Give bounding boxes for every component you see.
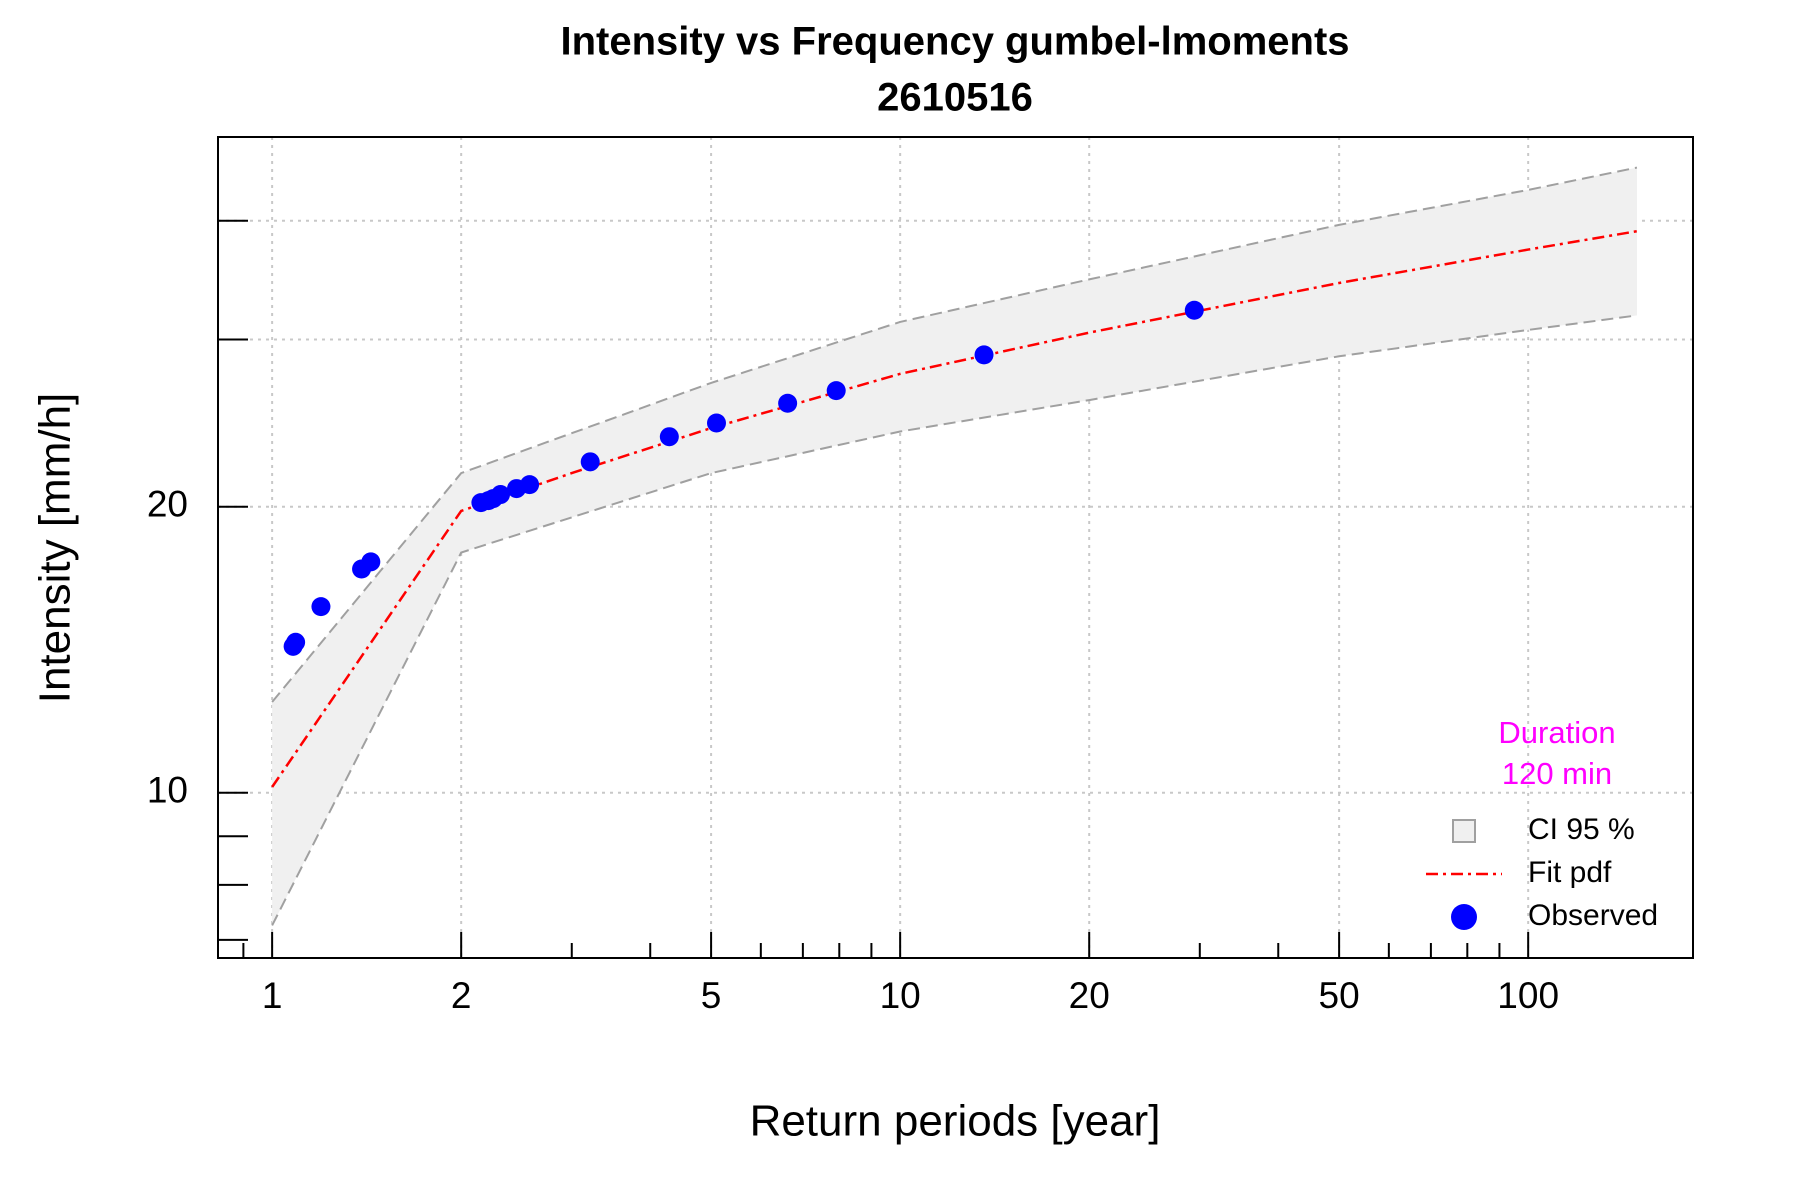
observed-point [778, 393, 798, 413]
observed-point [520, 475, 540, 495]
chart-title: Intensity vs Frequency gumbel-lmoments [560, 20, 1349, 64]
observed-point [706, 413, 726, 433]
observed-point [490, 485, 510, 505]
plot-frame [217, 136, 1694, 959]
annotation: 120 min [1502, 756, 1612, 791]
x-axis-label: Return periods [year] [750, 1097, 1161, 1146]
y-tick-label: 10 [147, 770, 188, 811]
observed-point [659, 427, 679, 447]
x-tick-label: 1 [262, 975, 283, 1016]
legend-swatch [1452, 819, 1476, 843]
legend-label: Observed [1528, 899, 1658, 932]
x-tick-label: 2 [451, 975, 472, 1016]
ci-band [272, 167, 1637, 926]
observed-point [361, 552, 381, 572]
observed-point [974, 345, 994, 365]
x-tick-label: 100 [1497, 975, 1559, 1016]
y-tick-label: 20 [147, 484, 188, 525]
observed-point [580, 452, 600, 472]
legend-label: CI 95 % [1528, 813, 1635, 846]
x-tick-label: 10 [880, 975, 921, 1016]
y-axis-label: Intensity [mm/h] [31, 393, 80, 704]
legend-swatch [1451, 904, 1477, 930]
x-tick-label: 5 [701, 975, 722, 1016]
observed-point [311, 597, 331, 617]
x-tick-label: 20 [1069, 975, 1110, 1016]
x-tick-label: 50 [1319, 975, 1360, 1016]
observed-point [286, 632, 306, 652]
chart-subtitle: 2610516 [877, 76, 1033, 120]
ci-lower [271, 314, 1638, 926]
ci-upper [271, 166, 1638, 703]
fit-line [271, 229, 1638, 788]
observed-point [826, 381, 846, 401]
annotation: Duration [1498, 715, 1615, 750]
legend-label: Fit pdf [1528, 856, 1612, 889]
observed-point [1184, 300, 1204, 320]
